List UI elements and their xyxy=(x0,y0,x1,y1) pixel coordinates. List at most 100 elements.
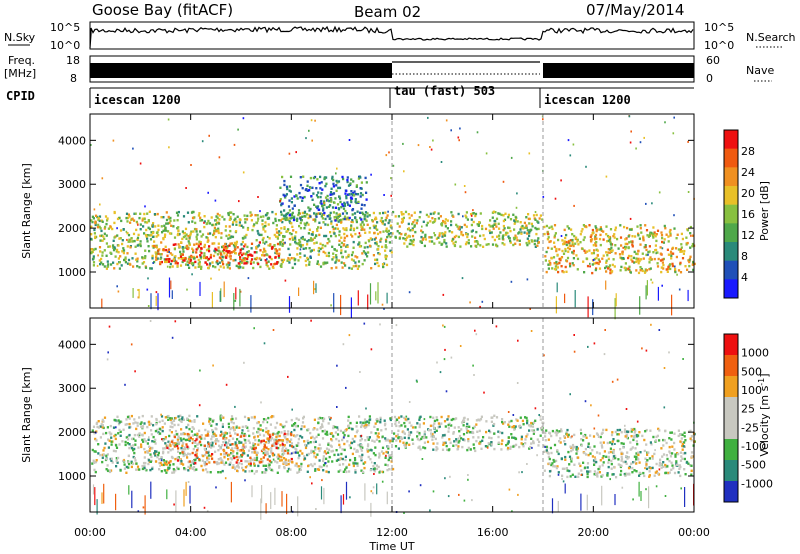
velocity-cell xyxy=(102,454,105,457)
power-cell xyxy=(129,246,132,249)
power-cell xyxy=(155,235,158,238)
power-cell xyxy=(270,263,273,266)
power-cell xyxy=(154,245,157,248)
power-cell xyxy=(307,223,310,226)
power-cell xyxy=(305,264,308,267)
velocity-cell xyxy=(532,441,535,445)
velocity-cell xyxy=(554,465,557,468)
power-colorbar-tick: 8 xyxy=(741,250,748,263)
power-cell xyxy=(152,246,155,249)
power-cell xyxy=(122,247,125,250)
power-cell xyxy=(213,232,216,235)
velocity-cell xyxy=(466,431,469,434)
power-cell xyxy=(348,193,351,196)
power-cell xyxy=(153,213,156,216)
power-cell xyxy=(584,251,587,254)
velocity-cell xyxy=(317,433,320,436)
power-cell xyxy=(139,228,142,231)
velocity-cell xyxy=(149,460,152,463)
velocity-cell xyxy=(170,440,174,443)
power-cell xyxy=(333,293,335,313)
power-cell xyxy=(356,256,359,259)
velocity-cell xyxy=(665,441,668,445)
power-cell xyxy=(283,209,286,212)
power-cell xyxy=(99,234,102,238)
velocity-cell xyxy=(497,435,500,439)
velocity-cell xyxy=(223,434,226,437)
velocity-cell xyxy=(95,430,98,433)
power-cell xyxy=(150,293,152,310)
velocity-cell xyxy=(587,445,590,448)
velocity-cell xyxy=(525,416,528,420)
power-cell xyxy=(557,238,560,242)
power-cell xyxy=(403,170,405,173)
velocity-cell xyxy=(288,460,291,463)
velocity-cell xyxy=(224,461,228,464)
power-cell xyxy=(335,184,338,187)
velocity-cell xyxy=(154,454,157,457)
power-cell xyxy=(605,175,608,178)
velocity-cell xyxy=(611,440,614,443)
power-cell xyxy=(199,241,202,244)
power-colorbar-segment xyxy=(724,186,738,205)
power-cell xyxy=(182,250,185,253)
power-cell xyxy=(466,233,469,236)
velocity-cell xyxy=(229,434,232,438)
power-cell xyxy=(357,260,361,263)
velocity-cell xyxy=(335,437,338,441)
power-cell xyxy=(122,228,125,231)
power-cell xyxy=(501,235,504,238)
velocity-cell xyxy=(437,422,440,425)
power-cell xyxy=(274,248,277,251)
velocity-cell xyxy=(141,438,144,442)
power-cell xyxy=(489,219,492,222)
power-cell xyxy=(199,281,201,296)
power-cell xyxy=(340,218,343,222)
power-cell xyxy=(437,217,440,220)
velocity-cell xyxy=(162,463,165,467)
power-cell xyxy=(508,226,511,230)
velocity-cell xyxy=(447,430,450,433)
power-cell xyxy=(214,228,217,232)
power-cell xyxy=(334,234,337,238)
velocity-cell xyxy=(284,449,287,452)
power-cell xyxy=(605,225,608,228)
power-cell xyxy=(322,261,325,265)
velocity-cell xyxy=(160,428,163,431)
velocity-cell xyxy=(234,441,237,444)
velocity-cell xyxy=(447,423,450,427)
power-cell xyxy=(187,240,190,243)
velocity-cell xyxy=(270,451,273,454)
velocity-cell xyxy=(563,467,566,470)
velocity-cell xyxy=(370,348,373,351)
power-cell xyxy=(514,242,517,245)
velocity-cell xyxy=(678,467,681,470)
power-cell xyxy=(621,251,624,254)
velocity-cell xyxy=(360,457,363,460)
velocity-cell xyxy=(316,428,319,431)
power-cell xyxy=(154,225,157,228)
power-cell xyxy=(237,128,239,131)
power-cell xyxy=(323,211,326,215)
power-cell xyxy=(165,258,168,261)
power-cell xyxy=(549,240,552,243)
velocity-cell xyxy=(539,418,542,421)
velocity-cell xyxy=(188,437,191,441)
velocity-cell xyxy=(386,438,389,441)
power-cell xyxy=(332,178,335,182)
velocity-cell xyxy=(637,458,640,461)
power-cell xyxy=(509,229,512,233)
velocity-cell xyxy=(486,446,489,449)
power-cell xyxy=(683,249,686,253)
velocity-cell xyxy=(398,425,401,428)
power-cell xyxy=(286,187,289,191)
velocity-cell xyxy=(644,430,647,433)
power-cell xyxy=(176,264,179,268)
velocity-cell xyxy=(408,421,411,424)
power-cell xyxy=(388,151,390,154)
velocity-cell xyxy=(142,440,145,443)
power-cell xyxy=(384,211,387,214)
velocity-cell xyxy=(211,441,214,444)
velocity-cell xyxy=(393,432,396,435)
velocity-cell xyxy=(247,418,250,421)
